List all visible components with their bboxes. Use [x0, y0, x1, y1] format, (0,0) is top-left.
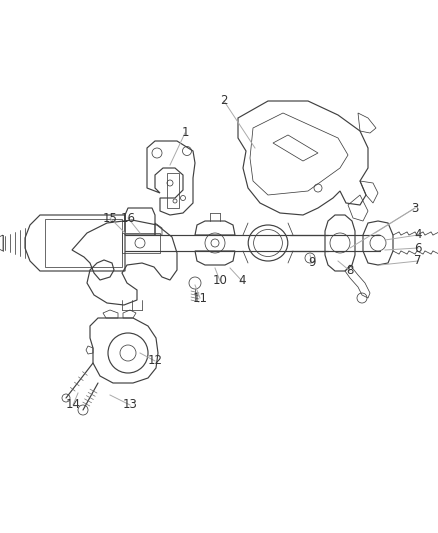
Text: 11: 11: [192, 292, 208, 304]
Text: 4: 4: [414, 229, 422, 241]
Text: 10: 10: [212, 274, 227, 287]
Text: 2: 2: [220, 94, 228, 108]
Text: 15: 15: [102, 212, 117, 224]
Text: 9: 9: [308, 256, 316, 270]
Text: 4: 4: [238, 274, 246, 287]
Text: 16: 16: [120, 212, 135, 224]
Text: 14: 14: [66, 399, 81, 411]
Text: 1: 1: [181, 126, 189, 140]
Text: 7: 7: [414, 254, 422, 268]
Text: 6: 6: [414, 241, 422, 254]
Text: 12: 12: [148, 354, 162, 367]
Text: 3: 3: [411, 201, 419, 214]
Text: 8: 8: [346, 264, 354, 278]
Text: 13: 13: [123, 399, 138, 411]
